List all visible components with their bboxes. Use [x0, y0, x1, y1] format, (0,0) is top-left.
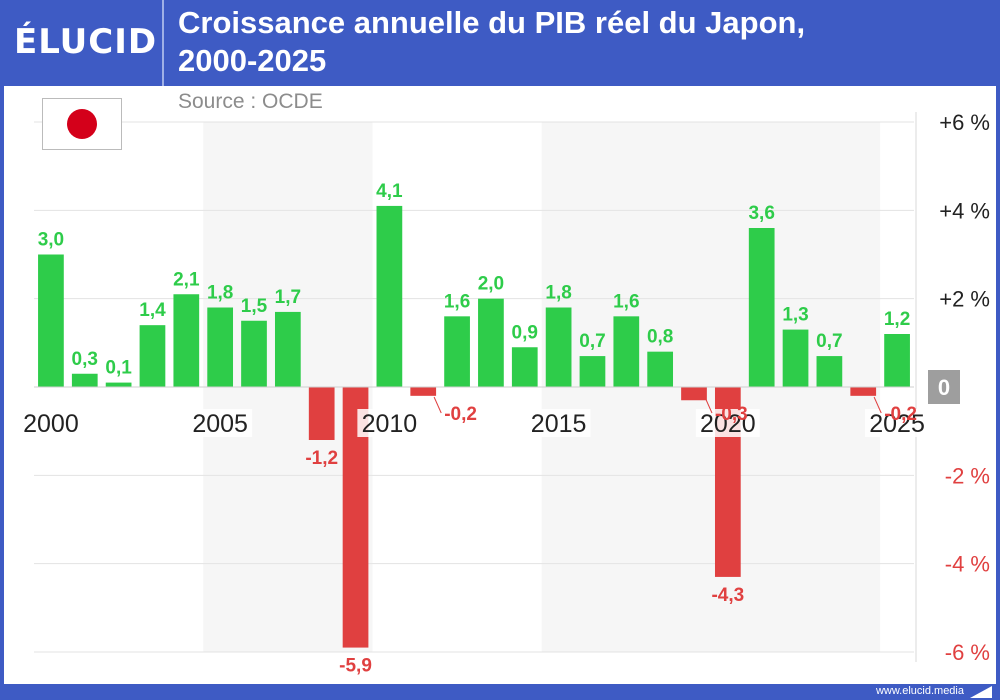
- x-tick-label: 2010: [362, 410, 418, 438]
- value-leader-line: [873, 396, 882, 414]
- bar-2023[interactable]: [816, 356, 843, 387]
- value-label-2004: 2,1: [173, 269, 200, 290]
- japan-flag-icon: [42, 98, 122, 150]
- value-label-2025: 1,2: [884, 309, 910, 330]
- value-label-2007: 1,7: [275, 287, 301, 308]
- bar-2018[interactable]: [647, 351, 674, 387]
- bar-2000[interactable]: [38, 254, 64, 388]
- x-tick-label: 2025: [869, 410, 925, 438]
- value-label-2010: 4,1: [376, 181, 403, 202]
- value-label-2006: 1,5: [241, 296, 268, 317]
- bar-2003[interactable]: [139, 325, 166, 387]
- footer-url[interactable]: www.elucid.media: [875, 685, 964, 697]
- bar-2022[interactable]: [782, 329, 809, 387]
- flag-sun-disc: [67, 109, 97, 139]
- header-divider: [162, 0, 164, 86]
- y-tick-label: -2 %: [945, 463, 990, 488]
- value-label-2011: -0,2: [444, 404, 477, 425]
- value-label-2018: 0,8: [647, 327, 673, 348]
- bar-2004[interactable]: [173, 294, 200, 387]
- value-label-2009: -5,9: [339, 656, 372, 677]
- bar-2008[interactable]: [308, 387, 335, 440]
- x-tick-label: 2015: [531, 410, 587, 438]
- value-label-2020: -4,3: [711, 585, 744, 606]
- bar-2025[interactable]: [884, 334, 910, 387]
- bar-2002[interactable]: [105, 382, 132, 387]
- value-label-2013: 2,0: [478, 274, 504, 295]
- bar-2017[interactable]: [613, 316, 640, 387]
- y-tick-label: +2 %: [939, 287, 990, 312]
- value-label-2016: 0,7: [579, 331, 605, 352]
- bar-2007[interactable]: [274, 311, 301, 387]
- x-tick-label-bg: [526, 409, 591, 437]
- bar-2001[interactable]: [71, 373, 98, 387]
- title-line-2: 2000-2025: [178, 43, 327, 78]
- value-leader-line: [704, 396, 713, 414]
- x-tick-label-bg: [18, 409, 83, 437]
- brand-mark-icon: [970, 686, 992, 698]
- y-tick-label: +6 %: [939, 110, 990, 135]
- source-label: Source : OCDE: [178, 90, 323, 113]
- bar-2016[interactable]: [579, 356, 606, 387]
- bar-2013[interactable]: [478, 298, 504, 387]
- bar-2005[interactable]: [207, 307, 234, 388]
- bar-2019[interactable]: [681, 387, 707, 401]
- x-tick-label-bg: [357, 409, 422, 437]
- bar-2014[interactable]: [511, 347, 538, 387]
- header-bar: ÉLUCID Croissance annuelle du PIB réel d…: [0, 0, 1000, 86]
- value-label-2015: 1,8: [545, 283, 571, 304]
- value-label-2023: 0,7: [816, 331, 842, 352]
- x-tick-label-bg: [188, 409, 253, 437]
- value-label-2021: 3,6: [748, 203, 774, 224]
- bar-2015[interactable]: [545, 307, 572, 388]
- bar-2012[interactable]: [444, 316, 470, 387]
- title-line-1: Croissance annuelle du PIB réel du Japon…: [178, 5, 806, 40]
- value-label-2002: 0,1: [105, 358, 132, 379]
- value-label-2024: -0,2: [884, 404, 917, 425]
- value-label-2000: 3,0: [38, 230, 64, 251]
- x-tick-label: 2005: [192, 410, 248, 438]
- value-label-2019: -0,3: [715, 404, 748, 425]
- value-label-2001: 0,3: [72, 349, 98, 370]
- y-tick-label: -4 %: [945, 552, 990, 577]
- value-label-2005: 1,8: [207, 283, 233, 304]
- value-label-2014: 0,9: [512, 322, 538, 343]
- bar-2021[interactable]: [748, 228, 775, 387]
- bar-2011[interactable]: [410, 387, 437, 396]
- value-label-2012: 1,6: [444, 291, 470, 312]
- bar-2010[interactable]: [376, 205, 403, 387]
- value-label-2022: 1,3: [782, 305, 808, 326]
- value-label-2003: 1,4: [139, 300, 166, 321]
- brand-logo[interactable]: ÉLUCID: [14, 22, 158, 62]
- y-tick-label: 0: [938, 375, 950, 400]
- bar-2024[interactable]: [850, 387, 877, 396]
- value-label-2008: -1,2: [305, 448, 338, 469]
- page-title: Croissance annuelle du PIB réel du Japon…: [178, 4, 988, 80]
- value-label-2017: 1,6: [613, 291, 639, 312]
- x-tick-label: 2020: [700, 410, 756, 438]
- zero-label-box: [928, 370, 960, 404]
- chart-panel: 2000 2005 2010 2015 2020 2025 3,0 0,3 0,1 1,4 2,1 1…: [4, 86, 996, 684]
- x-tick-label-bg: [865, 409, 930, 437]
- bar-2006[interactable]: [241, 320, 267, 387]
- value-leader-line: [433, 396, 442, 414]
- x-tick-label: 2000: [23, 410, 79, 438]
- y-tick-label: +4 %: [939, 198, 990, 223]
- x-tick-label-bg: [695, 409, 760, 437]
- y-tick-label: -6 %: [945, 640, 990, 665]
- bar-chart: 2000 2005 2010 2015 2020 2025 3,0 0,3 0,1 1,4 2,1 1…: [18, 110, 990, 677]
